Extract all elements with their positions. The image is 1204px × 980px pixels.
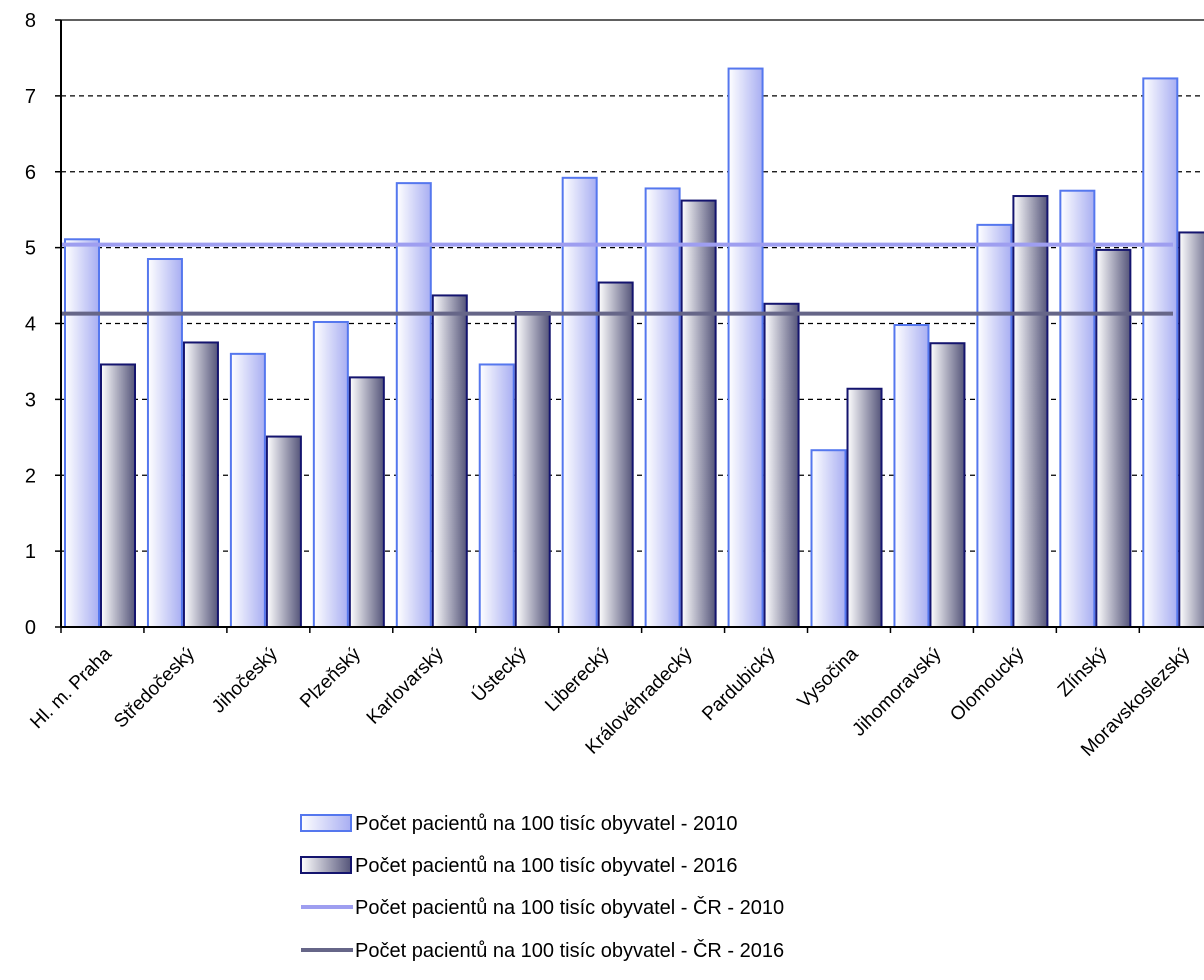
axes bbox=[55, 19, 1204, 633]
bar-2010 bbox=[1059, 189, 1096, 628]
y-tick-label: 4 bbox=[25, 314, 36, 336]
bar-2010 bbox=[395, 182, 432, 628]
y-tick-label: 3 bbox=[25, 389, 36, 411]
x-tick-label: Karlovarský bbox=[363, 643, 448, 728]
bar-2010 bbox=[561, 176, 598, 628]
bar-2016 bbox=[1095, 248, 1132, 628]
x-tick-label: Liberecký bbox=[541, 643, 614, 716]
legend-label: Počet pacientů na 100 tisíc obyvatel - Č… bbox=[355, 896, 784, 919]
bar-2016 bbox=[265, 435, 302, 628]
y-tick-label: 2 bbox=[25, 465, 36, 487]
bar-2016 bbox=[182, 341, 219, 628]
bar-2016 bbox=[1012, 195, 1049, 628]
bar-2016 bbox=[514, 311, 551, 628]
legend-swatch-bar bbox=[300, 856, 352, 874]
bar-2010 bbox=[644, 187, 681, 628]
x-tick-label: Zlínský bbox=[1054, 643, 1112, 701]
bar-2010 bbox=[64, 238, 100, 628]
x-tick-label: Olomoucký bbox=[946, 643, 1028, 725]
x-tick-label: Středočeský bbox=[110, 643, 199, 732]
bar-2016 bbox=[1178, 231, 1204, 628]
x-tick-label: Pardubický bbox=[698, 643, 780, 725]
legend-label: Počet pacientů na 100 tisíc obyvatel - Č… bbox=[355, 939, 784, 962]
x-tick-label: Vysočina bbox=[794, 643, 863, 712]
bars bbox=[64, 67, 1204, 629]
bar-2010 bbox=[727, 67, 764, 628]
y-tick-label: 1 bbox=[25, 541, 36, 563]
x-tick-label: Jihočeský bbox=[208, 643, 282, 717]
bar-2016 bbox=[680, 199, 717, 629]
y-tick-labels: 0 1 2 3 4 5 6 7 8 bbox=[25, 10, 36, 639]
x-tick-label: Ústecký bbox=[467, 643, 531, 707]
bar-2016 bbox=[846, 387, 883, 628]
y-tick-label: 8 bbox=[25, 10, 36, 32]
bar-2010 bbox=[893, 324, 930, 628]
bar-2016 bbox=[929, 342, 966, 628]
y-tick-label: 6 bbox=[25, 162, 36, 184]
legend-label: Počet pacientů na 100 tisíc obyvatel - 2… bbox=[355, 813, 737, 835]
bar-2016 bbox=[763, 302, 800, 628]
bar-2010 bbox=[478, 363, 515, 628]
y-tick-label: 0 bbox=[25, 617, 36, 639]
y-tick-label: 7 bbox=[25, 86, 36, 108]
y-tick-label: 5 bbox=[25, 238, 36, 260]
bar-2016 bbox=[100, 363, 136, 628]
legend: Počet pacientů na 100 tisíc obyvatel - 2… bbox=[300, 813, 784, 962]
bar-2010 bbox=[1142, 77, 1179, 628]
bar-2010 bbox=[976, 223, 1013, 629]
bar-2016 bbox=[348, 376, 385, 628]
bar-2016 bbox=[431, 294, 468, 628]
x-tick-label: Plzeňský bbox=[296, 643, 365, 712]
bar-2010 bbox=[312, 320, 349, 628]
legend-swatch-bar bbox=[300, 814, 352, 832]
x-tick-label: Hl. m. Praha bbox=[26, 643, 116, 733]
legend-label: Počet pacientů na 100 tisíc obyvatel - 2… bbox=[355, 855, 737, 877]
bar-2010 bbox=[229, 352, 266, 628]
bar-2016 bbox=[597, 281, 634, 628]
x-tick-label: Jihomoravský bbox=[848, 643, 945, 740]
bar-2010 bbox=[810, 449, 847, 628]
average-lines bbox=[61, 242, 1173, 316]
